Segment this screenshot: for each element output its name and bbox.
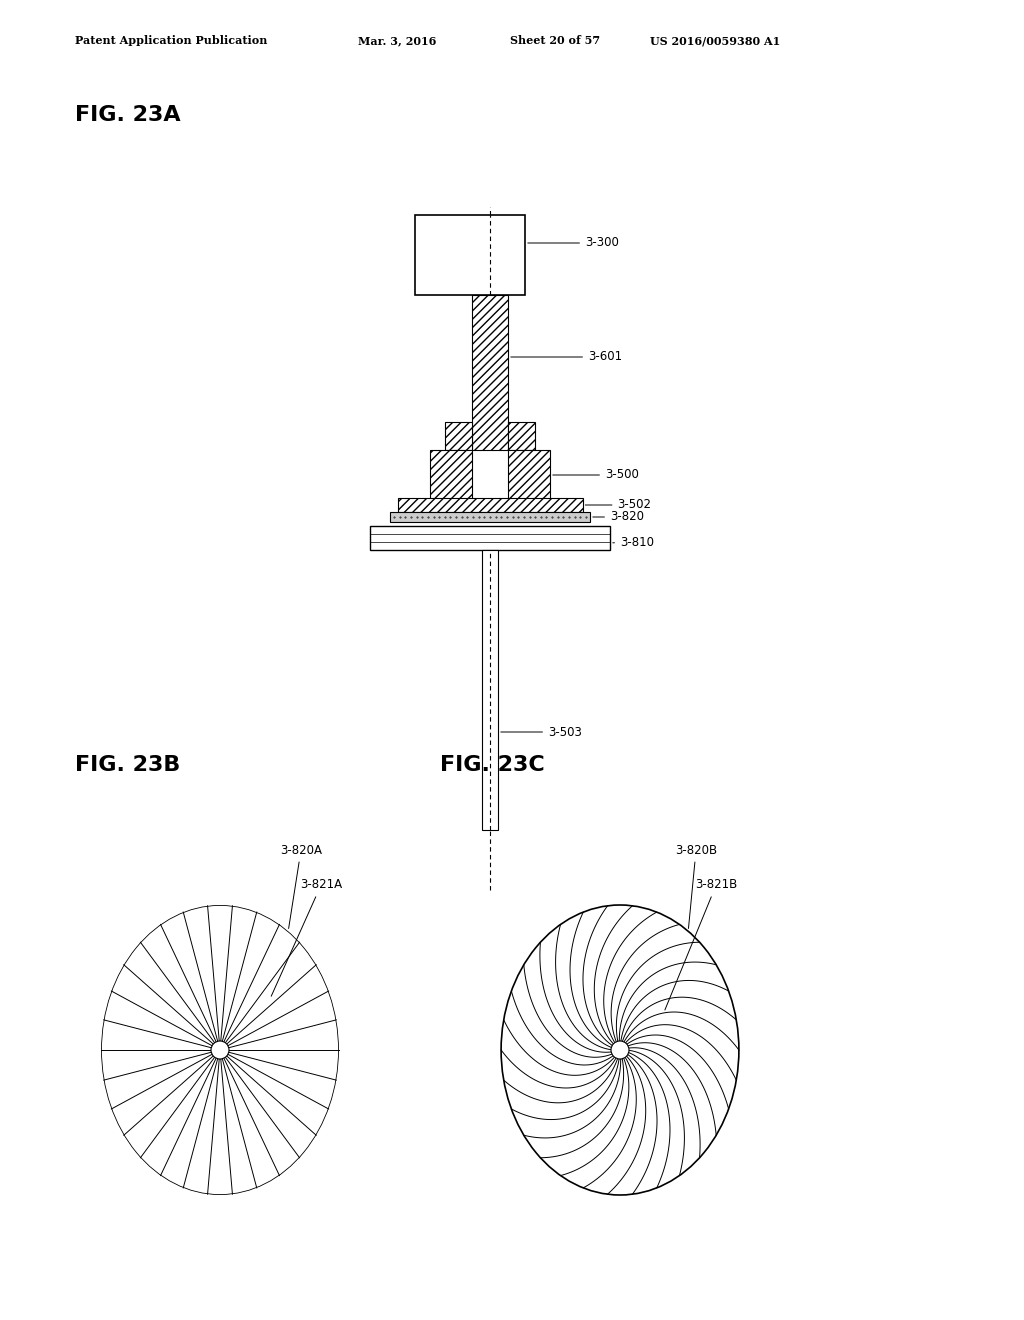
Bar [445, 422, 472, 450]
Text: 3-503: 3-503 [501, 726, 582, 738]
Text: Sheet 20 of 57: Sheet 20 of 57 [510, 36, 600, 46]
Text: 3-820: 3-820 [593, 511, 644, 524]
Text: 3-601: 3-601 [511, 351, 623, 363]
Text: 3-500: 3-500 [553, 469, 639, 482]
Text: 3-502: 3-502 [586, 499, 651, 511]
Bar [508, 450, 550, 500]
Bar [482, 550, 498, 830]
Bar [472, 294, 508, 450]
Text: FIG. 23B: FIG. 23B [75, 755, 180, 775]
Ellipse shape [501, 906, 739, 1195]
Text: US 2016/0059380 A1: US 2016/0059380 A1 [650, 36, 780, 46]
Bar [430, 450, 472, 500]
Text: 3-820A: 3-820A [280, 843, 322, 928]
Text: 3-810: 3-810 [612, 536, 654, 549]
Text: 3-300: 3-300 [527, 236, 618, 249]
Bar [508, 422, 535, 450]
Bar [445, 422, 472, 450]
Bar [397, 498, 583, 512]
Circle shape [611, 1041, 629, 1059]
Bar [415, 215, 525, 294]
Text: FIG. 23C: FIG. 23C [440, 755, 545, 775]
Text: 3-820B: 3-820B [675, 843, 717, 928]
Text: FIG. 23A: FIG. 23A [75, 106, 180, 125]
Text: Patent Application Publication: Patent Application Publication [75, 36, 267, 46]
Bar [472, 294, 508, 450]
Ellipse shape [101, 906, 339, 1195]
Bar [390, 512, 590, 521]
Bar [397, 498, 583, 512]
Bar [508, 422, 535, 450]
Text: Mar. 3, 2016: Mar. 3, 2016 [358, 36, 436, 46]
Bar [370, 525, 610, 550]
Bar [430, 450, 472, 500]
Circle shape [211, 1041, 229, 1059]
Bar [508, 450, 550, 500]
Text: 3-821B: 3-821B [665, 879, 737, 1010]
Text: 3-821A: 3-821A [271, 879, 342, 997]
